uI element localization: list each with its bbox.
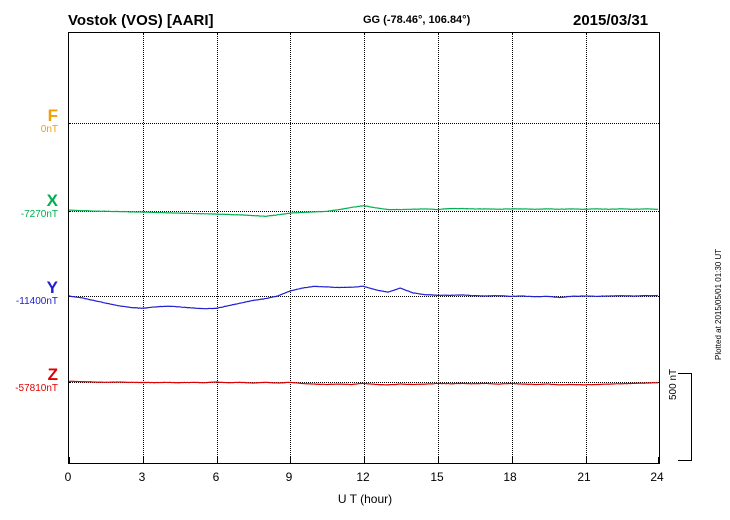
- baseline-x: [69, 211, 659, 212]
- component-name-y: Y: [46, 278, 58, 297]
- observation-date: 2015/03/31: [573, 12, 649, 29]
- gridline-vertical-9: [290, 33, 292, 463]
- xticklabel-21: 21: [577, 470, 591, 484]
- xticklabel-0: 0: [64, 470, 72, 484]
- xtick-6: [216, 457, 218, 464]
- xtick-3: [142, 457, 144, 464]
- gridline-vertical-15: [438, 33, 439, 463]
- component-label-f: F 0nT: [41, 107, 58, 136]
- gridline-vertical-18: [511, 33, 513, 463]
- component-label-y: Y -11400nT: [16, 279, 58, 308]
- xtick-12: [364, 457, 366, 464]
- baseline-f: [69, 123, 659, 124]
- component-label-z: Z -57810nT: [15, 366, 58, 395]
- component-value-x: -7270nT: [20, 209, 58, 220]
- xtick-15: [438, 457, 439, 464]
- baseline-z: [69, 382, 659, 383]
- gridline-vertical-3: [142, 33, 144, 463]
- series-traces: [69, 205, 659, 386]
- xticklabel-12: 12: [356, 470, 370, 484]
- xticklabel-6: 6: [212, 470, 220, 484]
- scale-bar-label: 500 nT: [668, 368, 679, 400]
- trace-z: [69, 380, 659, 386]
- component-value-f: 0nT: [40, 124, 58, 135]
- trace-y: [69, 285, 659, 310]
- xtick-24: [658, 457, 659, 464]
- xticklabel-9: 9: [285, 470, 293, 484]
- gridline-vertical-6: [216, 33, 218, 463]
- scale-bar-line: [691, 373, 692, 461]
- component-name-f: F: [47, 106, 58, 125]
- xticklabel-15: 15: [430, 470, 444, 484]
- plotted-at-timestamp: Plotted at 2015/05/01 01:30 UT: [714, 248, 723, 360]
- baseline-y: [69, 296, 659, 297]
- page-title: Vostok (VOS) [AARI]: [68, 12, 214, 29]
- component-label-x: X -7270nT: [21, 192, 58, 221]
- scale-bar: [678, 373, 692, 461]
- xtick-21: [585, 457, 587, 464]
- gridline-vertical-12: [364, 33, 366, 463]
- geographic-coordinates: GG (-78.46°, 106.84°): [363, 14, 471, 26]
- component-name-z: Z: [47, 365, 58, 384]
- component-value-z: -57810nT: [15, 383, 58, 394]
- trace-x: [69, 205, 659, 218]
- component-value-y: -11400nT: [15, 296, 58, 307]
- x-axis-label: U T (hour): [337, 492, 393, 506]
- xtick-18: [511, 457, 513, 464]
- gridline-vertical-21: [585, 33, 587, 463]
- xticklabel-3: 3: [138, 470, 146, 484]
- plot-area: [68, 32, 660, 464]
- xtick-9: [290, 457, 292, 464]
- component-name-x: X: [46, 191, 58, 210]
- xticklabel-24: 24: [650, 470, 664, 484]
- xtick-0: [69, 457, 70, 464]
- scale-bar-cap-top: [678, 373, 692, 374]
- scale-bar-cap-bottom: [678, 460, 692, 461]
- xticklabel-18: 18: [503, 470, 517, 484]
